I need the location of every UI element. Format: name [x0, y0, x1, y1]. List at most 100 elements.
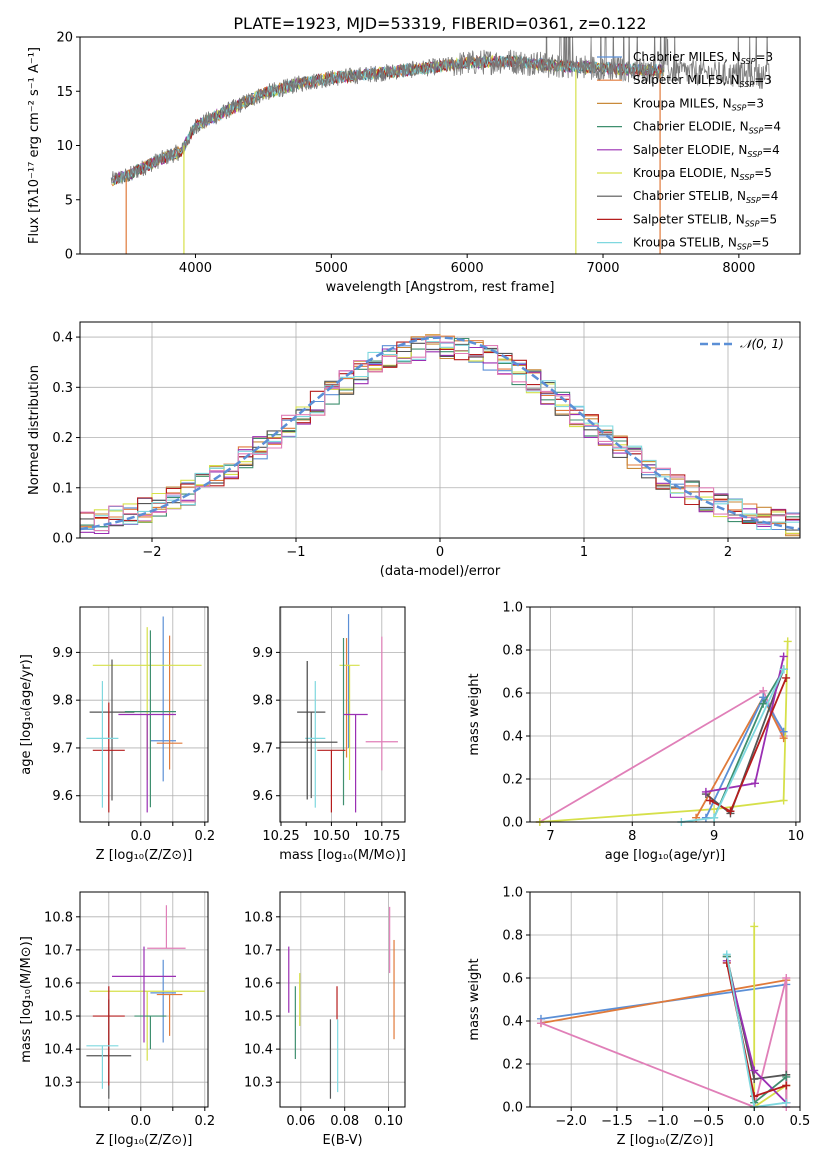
residual-histogram [80, 335, 800, 538]
y-tick-label: 9.6 [252, 789, 273, 804]
y-axis-label: mass [log₁₀(M/M⊙)] [19, 936, 34, 1063]
x-tick-label: 8000 [722, 261, 755, 276]
weight-point-marker [706, 796, 714, 805]
y-tick-label: 1.0 [502, 886, 523, 901]
x-tick-label: 6000 [451, 261, 484, 276]
x-tick-label: 10.50 [313, 829, 350, 844]
weight-point-marker [783, 637, 792, 646]
weight-point-marker [750, 1066, 759, 1075]
weight-point-marker [779, 796, 788, 805]
y-tick-label: 0 [65, 248, 73, 263]
x-tick-label: −2.0 [555, 1114, 587, 1129]
y-axis-label: Normed distribution [27, 365, 42, 495]
legend-text: Kroupa ELODIE, N [633, 166, 740, 180]
residuals-panel: −2 −1 0 1 2 0.0 0.1 0.2 0.3 0.4 (data-model)/error… [27, 321, 801, 579]
observed-spectrum-line [110, 37, 771, 186]
weight-point-marker [536, 1019, 545, 1028]
y-tick-label: 10.7 [244, 943, 273, 958]
mass_age-plot-area [280, 614, 398, 813]
legend-entry: Kroupa ELODIE, NSSP=5 [633, 166, 772, 182]
figure-title: PLATE=1923, MJD=53319, FIBERID=0361, z=0… [233, 14, 646, 33]
legend-text: Salpeter ELODIE, N [633, 143, 747, 157]
legend-text: Chabrier MILES, N [633, 50, 741, 64]
y-tick-label: 10.3 [244, 1076, 273, 1091]
spectrum-plot-area [110, 37, 771, 254]
z_mass-plot-area [86, 905, 205, 1099]
y-tick-label: 10 [56, 139, 73, 154]
y-tick-label: 9.8 [52, 694, 73, 709]
x-tick-label: 4000 [179, 261, 212, 276]
weight-point-marker [701, 787, 710, 796]
y-tick-label: 0.4 [502, 730, 523, 745]
axes-frame [79, 891, 209, 1108]
weight-point-marker [779, 665, 788, 674]
y-tick-label: 15 [56, 85, 73, 100]
residuals-plot-area [80, 334, 800, 538]
weight-point-marker [782, 974, 791, 982]
y-tick-label: 10.8 [44, 910, 73, 925]
ebv_mass-panel: 0.06 0.08 0.10 10.3 10.4 10.5 10.6 10.7 10.8 E(B-… [244, 891, 406, 1148]
weight-point-marker [779, 652, 788, 661]
legend-text: Kroupa STELIB, N [633, 236, 737, 250]
y-axis-label: Flux [fλ10⁻¹⁷ erg cm⁻² s⁻¹ A⁻¹] [27, 47, 42, 244]
legend-subscript: SSP [740, 80, 755, 89]
x-axis-label: Z [log₁₀(Z/Z⊙)] [617, 1133, 714, 1148]
y-tick-label: 10.8 [244, 910, 273, 925]
x-axis-label: age [log₁₀(age/yr)] [605, 848, 726, 863]
y-tick-label: 9.9 [252, 646, 273, 661]
legend-suffix: =3 [754, 73, 772, 87]
legend-subscript: SSP [740, 173, 755, 182]
x-tick-label: 8 [628, 829, 636, 844]
y-axis-label: age [log₁₀(age/yr)] [19, 654, 34, 775]
legend-subscript: SSP [745, 219, 760, 228]
axes-frame [529, 606, 801, 823]
legend-entry: 𝒩(0, 1) [740, 337, 784, 351]
y-tick-label: 10.4 [44, 1043, 73, 1058]
legend-entry: Salpeter STELIB, NSSP=5 [633, 212, 777, 228]
x-tick-label: 0.0 [744, 1114, 765, 1129]
y-tick-label: 0.6 [502, 972, 523, 987]
x-tick-label: 1 [580, 545, 588, 560]
y-tick-label: 9.8 [252, 694, 273, 709]
ebv_mass-plot-area [288, 906, 395, 1099]
y-tick-label: 10.3 [44, 1076, 73, 1091]
axes-frame [279, 891, 406, 1108]
weight-point-marker [782, 673, 791, 682]
y-tick-label: 10.6 [44, 976, 73, 991]
x-tick-label: −1.0 [647, 1114, 679, 1129]
legend-subscript: SSP [732, 103, 747, 112]
legend-text: Salpeter STELIB, N [633, 212, 745, 226]
z_weight-plot-area [536, 922, 791, 1111]
x-tick-label: 9 [710, 829, 718, 844]
weight-point-marker [759, 699, 768, 708]
legend-entry: Chabrier MILES, NSSP=3 [633, 50, 773, 66]
y-tick-label: 10.6 [244, 976, 273, 991]
legend-subscript: SSP [737, 243, 752, 252]
x-tick-label: 0.5 [790, 1114, 811, 1129]
x-tick-label: 0.2 [194, 1114, 215, 1129]
legend-suffix: =4 [763, 120, 781, 134]
x-axis-label: (data-model)/error [380, 564, 501, 579]
age_weight-panel: 7 8 9 10 0.0 0.2 0.4 0.6 0.8 1.0 age [log₁₀(age/yr… [467, 601, 804, 864]
y-tick-label: 0.2 [502, 773, 523, 788]
axes-frame [279, 606, 406, 823]
legend-suffix: =5 [754, 166, 772, 180]
x-axis-label: mass [log₁₀(M/M⊙)] [279, 848, 406, 863]
weight-point-marker [751, 779, 759, 788]
z_age-panel: 0.0 0.2 9.6 9.7 9.8 9.9 Z [log₁₀(Z/Z⊙)] age [lo… [19, 606, 215, 863]
y-tick-label: 20 [56, 31, 73, 46]
axes-frame [79, 606, 209, 823]
legend-suffix: =4 [761, 189, 779, 203]
z_age-plot-area [86, 616, 202, 813]
x-tick-label: 10.75 [363, 829, 400, 844]
y-tick-label: 0.0 [502, 1101, 523, 1116]
y-tick-label: 0.1 [52, 481, 73, 496]
y-tick-label: 0.2 [52, 431, 73, 446]
weight-point-marker [722, 958, 731, 967]
weight-series-line [539, 641, 789, 823]
legend-subscript: SSP [749, 127, 764, 136]
legend-suffix: =5 [752, 236, 770, 250]
x-tick-label: −2 [142, 545, 161, 560]
weight-point-marker [779, 727, 788, 736]
